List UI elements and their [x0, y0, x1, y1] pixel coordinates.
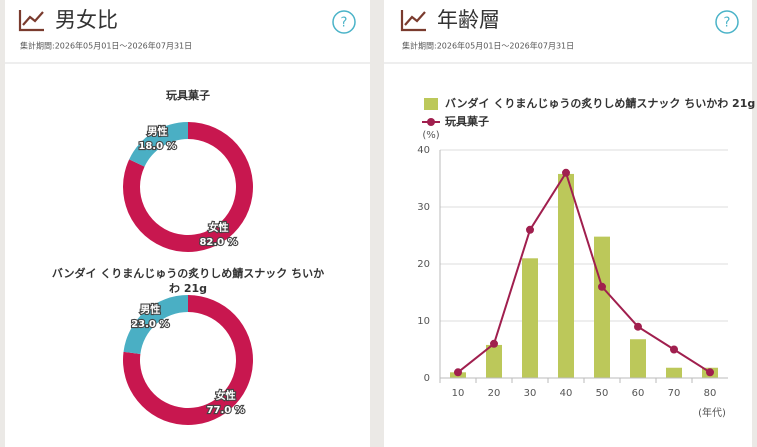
bar	[522, 258, 538, 378]
point	[598, 282, 606, 291]
value-label: 77.0 %	[207, 405, 245, 416]
panel-title: 男女比	[55, 8, 118, 32]
y-tick-label: 10	[417, 316, 430, 327]
bar	[558, 173, 574, 378]
legend-label: 玩具菓子	[445, 114, 489, 128]
bar	[666, 367, 682, 378]
point	[706, 368, 714, 377]
segment-label: 男性	[140, 303, 160, 316]
y-unit: (%)	[422, 130, 439, 141]
segment-label: 女性	[209, 221, 229, 234]
help-button[interactable]	[715, 10, 739, 34]
legend-marker	[427, 118, 435, 126]
y-tick-label: 20	[417, 259, 430, 270]
point	[526, 225, 534, 234]
bar	[486, 344, 502, 378]
value-label: 23.0 %	[131, 319, 169, 330]
point	[490, 339, 498, 348]
title-icon	[18, 10, 44, 32]
y-tick-label: 0	[424, 373, 430, 384]
donut-title-box: バンダイ くりまんじゅうの炙りしめ鯖スナック ちいかわ 21g	[51, 267, 325, 295]
point	[454, 368, 462, 377]
x-tick-label: 20	[488, 388, 501, 399]
x-tick-label: 70	[668, 388, 681, 399]
segment-label: 男性	[147, 125, 167, 138]
legend-label: バンダイ くりまんじゅうの炙りしめ鯖スナック ちいかわ 21g	[445, 96, 755, 110]
x-axis-label: (年代)	[698, 406, 726, 419]
help-icon[interactable]: ?	[341, 16, 348, 31]
x-tick-label: 80	[704, 388, 717, 399]
x-tick-label: 10	[452, 388, 465, 399]
bar	[594, 236, 610, 378]
donut-title: バンダイ くりまんじゅうの炙りしめ鯖スナック ちいかわ 21g	[51, 267, 325, 295]
x-tick-label: 50	[596, 388, 609, 399]
help-icon[interactable]: ?	[724, 16, 731, 31]
x-tick-label: 60	[632, 388, 645, 399]
panel	[5, 0, 370, 447]
x-tick-label: 40	[560, 388, 573, 399]
period: 集計期間:2026年05月01日～2026年07月31日	[20, 41, 192, 51]
point	[562, 168, 570, 177]
legend-swatch	[424, 98, 438, 110]
help-button[interactable]	[332, 10, 356, 34]
x-tick-label: 30	[524, 388, 537, 399]
donut-segment	[123, 295, 188, 354]
title-icon	[400, 10, 426, 32]
line	[457, 170, 711, 374]
panel-title: 年齢層	[437, 8, 500, 32]
donut-segment	[129, 122, 188, 167]
segment-label: 女性	[216, 389, 236, 402]
donut-title: 玩具菓子	[166, 88, 210, 102]
value-label: 82.0 %	[199, 237, 237, 248]
y-tick-label: 30	[417, 202, 430, 213]
period: 集計期間:2026年05月01日～2026年07月31日	[402, 41, 574, 51]
point	[670, 345, 678, 354]
y-tick-label: 40	[417, 145, 430, 156]
bar	[630, 339, 646, 378]
value-label: 18.0 %	[138, 141, 176, 152]
point	[634, 322, 642, 331]
